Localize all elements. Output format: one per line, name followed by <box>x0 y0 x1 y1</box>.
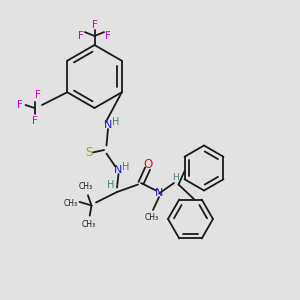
Text: N: N <box>114 165 123 176</box>
Text: F: F <box>17 100 23 110</box>
Text: H: H <box>172 173 179 182</box>
Text: H: H <box>112 117 119 127</box>
Text: O: O <box>144 158 153 172</box>
Text: F: F <box>92 20 98 30</box>
Text: F: F <box>78 31 84 41</box>
Text: F: F <box>105 31 111 41</box>
Text: N: N <box>155 188 163 199</box>
Text: H: H <box>107 180 114 190</box>
Text: CH₃: CH₃ <box>144 213 159 222</box>
Text: N: N <box>104 120 112 130</box>
Text: F: F <box>34 90 40 100</box>
Text: F: F <box>32 116 38 126</box>
Text: CH₃: CH₃ <box>64 199 78 208</box>
Text: CH₃: CH₃ <box>81 220 96 229</box>
Text: H: H <box>122 162 130 172</box>
Text: S: S <box>85 146 92 160</box>
Text: CH₃: CH₃ <box>79 182 93 191</box>
